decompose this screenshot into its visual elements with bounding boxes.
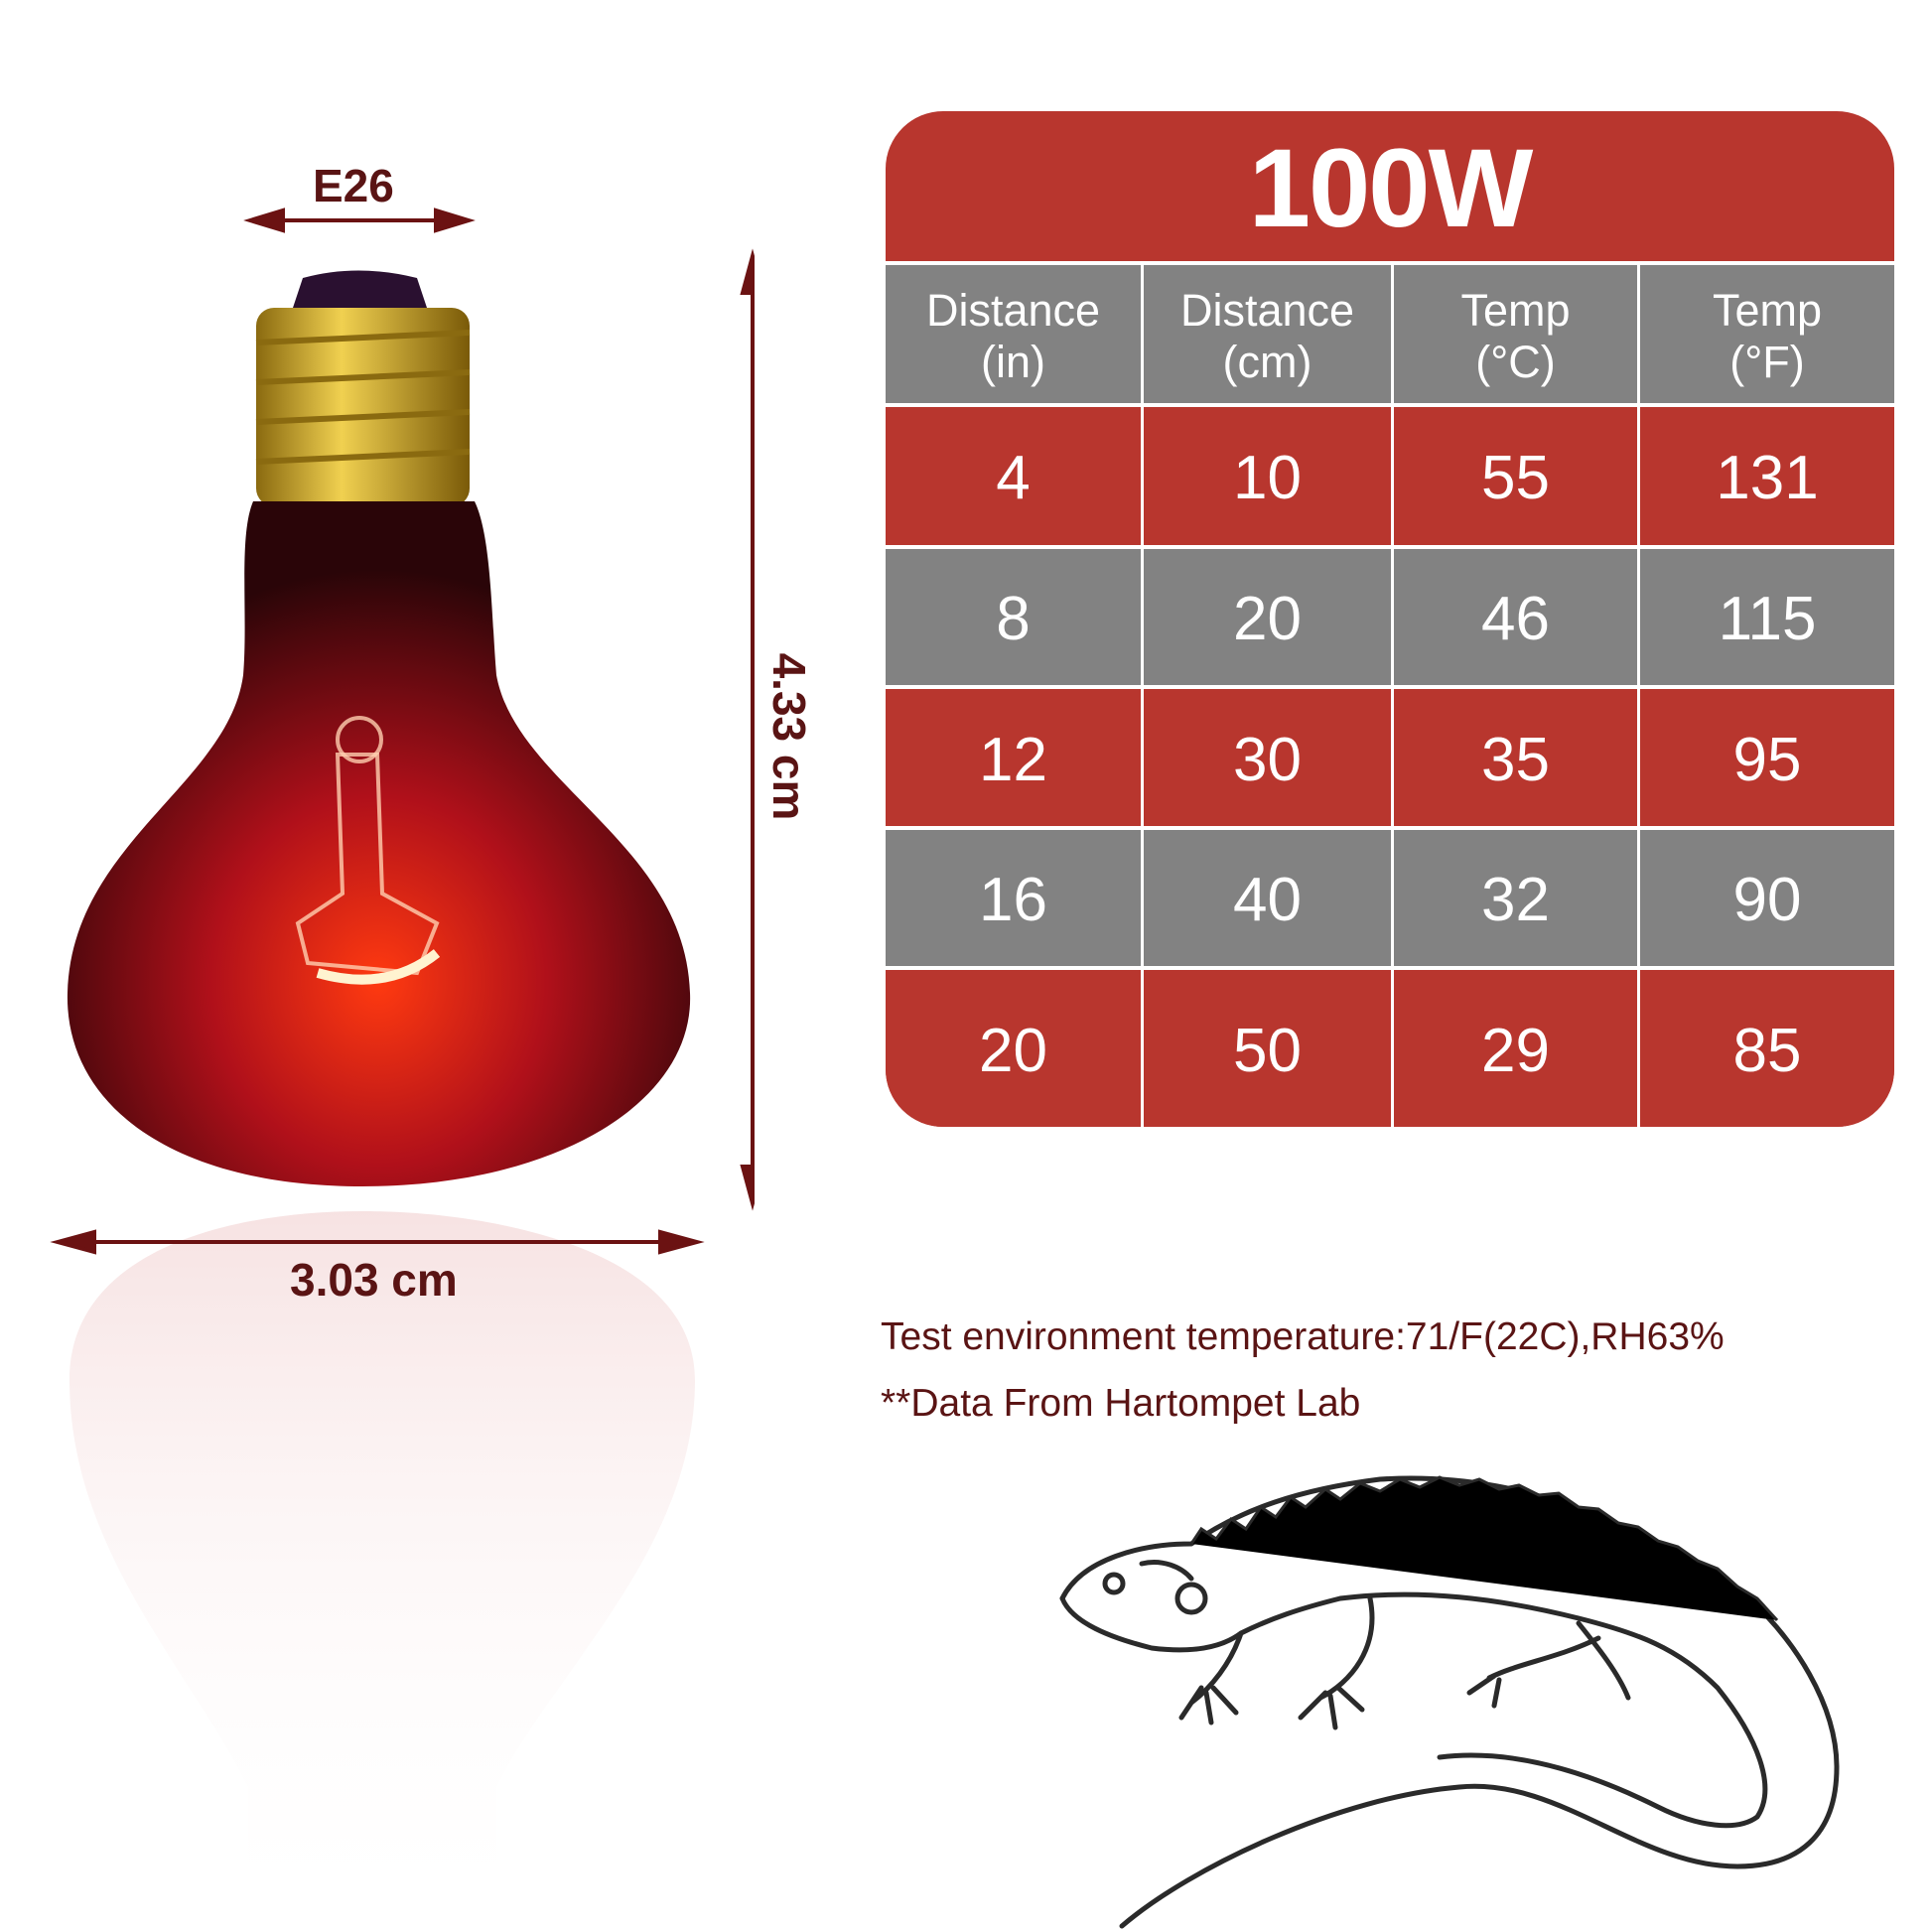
header-cell: Distance (in) bbox=[886, 265, 1141, 407]
test-environment-note: Test environment temperature:71/F(22C),R… bbox=[881, 1315, 1725, 1358]
heat-bulb-image bbox=[50, 207, 755, 1932]
table-cell: 40 bbox=[1141, 830, 1391, 970]
temperature-table: 100W Distance (in) Distance (cm) Temp (°C) … bbox=[886, 111, 1894, 1127]
table-cell: 8 bbox=[996, 585, 1031, 653]
table-cell: 12 bbox=[979, 725, 1047, 794]
table-cell: 115 bbox=[1637, 549, 1894, 689]
iguana-illustration bbox=[1059, 1475, 1840, 1929]
table-row: 12 30 35 95 bbox=[886, 685, 1894, 830]
table-cell: 85 bbox=[1637, 970, 1894, 1127]
header-line: Temp bbox=[1460, 284, 1571, 336]
table-row: 8 20 46 115 bbox=[886, 545, 1894, 689]
height-label: 4.33 cm bbox=[763, 652, 815, 821]
table-header-row: Distance (in) Distance (cm) Temp (°C) Temp(… bbox=[886, 261, 1894, 407]
header-unit: (°C) bbox=[1475, 336, 1556, 387]
table-cell: 30 bbox=[1141, 689, 1391, 830]
table-cell: 131 bbox=[1637, 407, 1894, 549]
table-cell: 4 bbox=[996, 444, 1031, 512]
table-cell: 20 bbox=[1141, 549, 1391, 689]
table-cell: 10 bbox=[1141, 407, 1391, 549]
header-line: Distance bbox=[1179, 284, 1355, 336]
table-cell: 50 bbox=[1141, 970, 1391, 1127]
header-line: Distance bbox=[925, 284, 1101, 336]
header-unit: (cm) bbox=[1222, 336, 1312, 387]
header-line: Temp bbox=[1712, 284, 1823, 336]
table-cell: 32 bbox=[1391, 830, 1637, 970]
table-cell: 55 bbox=[1391, 407, 1637, 549]
table-cell: 46 bbox=[1391, 549, 1637, 689]
table-cell: 90 bbox=[1637, 830, 1894, 970]
table-cell: 29 bbox=[1391, 970, 1637, 1127]
width-label: 3.03 cm bbox=[290, 1254, 458, 1306]
socket-size-label: E26 bbox=[313, 160, 394, 211]
data-source-note: **Data From Hartompet Lab bbox=[881, 1382, 1361, 1425]
table-row: 4 10 55 131 bbox=[886, 403, 1894, 549]
header-unit: (in) bbox=[980, 336, 1045, 387]
table-cell: 16 bbox=[979, 866, 1047, 934]
header-cell: Temp (°C) bbox=[1391, 265, 1637, 407]
wattage-title: 100W bbox=[1248, 125, 1534, 250]
header-unit: (°F) bbox=[1729, 336, 1805, 387]
table-cell: 20 bbox=[979, 1016, 1047, 1085]
table-row: 20 50 29 85 bbox=[886, 966, 1894, 1127]
header-cell: Distance (cm) bbox=[1141, 265, 1391, 407]
header-cell: Temp (°F) bbox=[1637, 265, 1894, 407]
table-cell: 35 bbox=[1391, 689, 1637, 830]
table-row: 16 40 32 90 bbox=[886, 826, 1894, 970]
table-cell: 95 bbox=[1637, 689, 1894, 830]
